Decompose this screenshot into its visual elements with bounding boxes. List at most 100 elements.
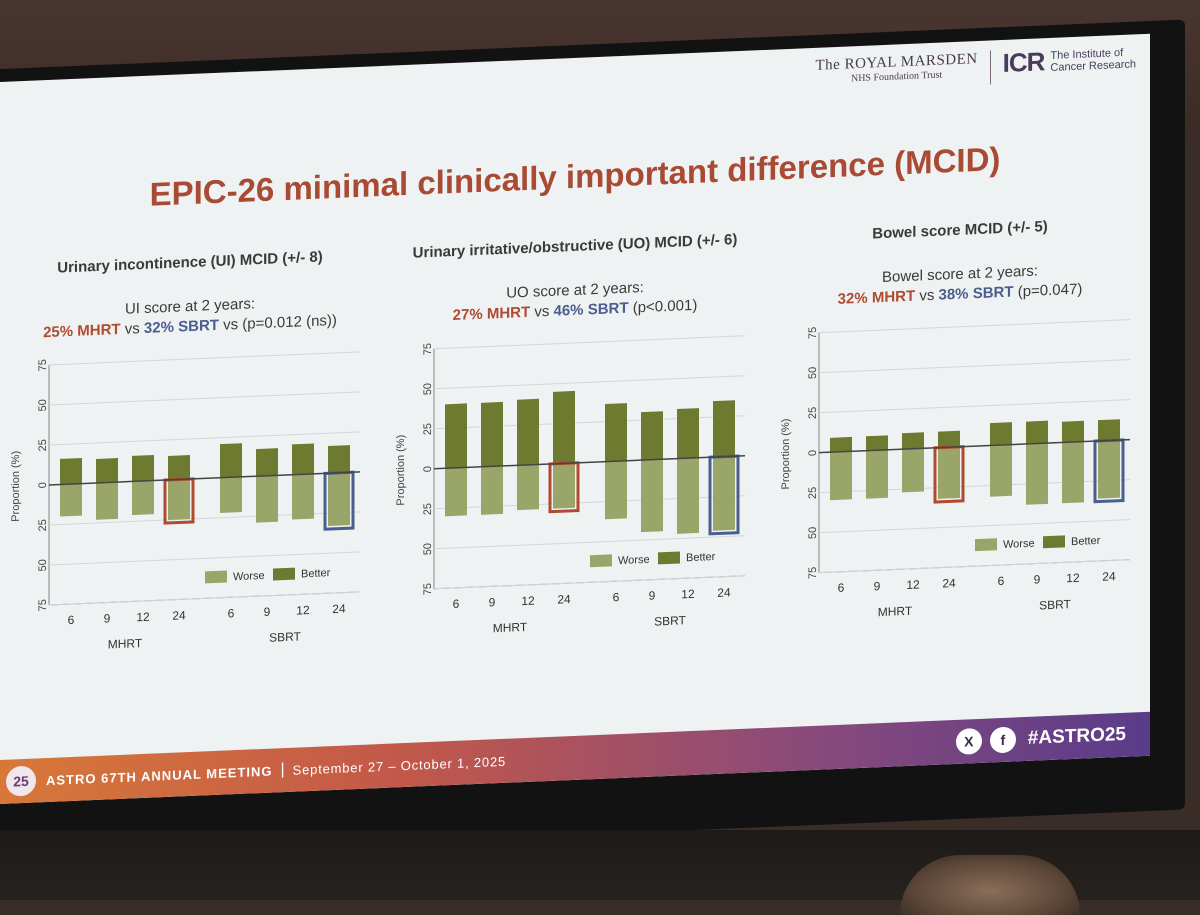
bar-better-sbrt-6 bbox=[220, 443, 242, 478]
legend-label-better: Better bbox=[686, 551, 716, 564]
bar-better-sbrt-24 bbox=[328, 445, 350, 474]
legend-swatch-worse bbox=[205, 570, 227, 584]
legend-label-worse: Worse bbox=[233, 570, 265, 583]
group-label: MHRT bbox=[493, 620, 528, 635]
bar-worse-sbrt-12 bbox=[292, 473, 314, 520]
bar-better-sbrt-9 bbox=[641, 411, 663, 461]
facebook-icon[interactable]: f bbox=[989, 726, 1016, 754]
group-label: SBRT bbox=[654, 613, 686, 628]
y-axis-title: Proportion (%) bbox=[780, 418, 792, 489]
y-tick-label: 50 bbox=[422, 543, 434, 556]
gridline bbox=[819, 359, 1130, 374]
legend-label-worse: Worse bbox=[1003, 538, 1035, 551]
stat-mhrt: 27% MHRT bbox=[452, 303, 531, 325]
x-tick-label: 24 bbox=[172, 608, 186, 623]
x-tick-label: 24 bbox=[1102, 569, 1116, 584]
bar-better-sbrt-24 bbox=[713, 400, 735, 458]
y-tick-label: 75 bbox=[37, 359, 49, 372]
y-tick-label: 25 bbox=[37, 519, 49, 532]
y-tick-label: 25 bbox=[807, 407, 819, 420]
hashtag: #ASTRO25 bbox=[1027, 723, 1126, 749]
y-tick-label: 25 bbox=[422, 503, 434, 516]
bar-better-mhrt-6 bbox=[60, 457, 82, 485]
gridline bbox=[819, 519, 1130, 534]
bar-better-mhrt-6 bbox=[445, 403, 467, 469]
x-tick-label: 12 bbox=[681, 587, 695, 602]
bar-worse-mhrt-12 bbox=[132, 480, 154, 516]
group-label: SBRT bbox=[269, 629, 301, 644]
x-tick-label: 6 bbox=[228, 606, 235, 620]
bar-worse-mhrt-9 bbox=[96, 482, 118, 520]
x-tick-label: 24 bbox=[557, 592, 571, 607]
icr-mark: ICR bbox=[1002, 46, 1045, 78]
y-tick-label: 25 bbox=[422, 423, 434, 436]
slide-title: EPIC-26 minimal clinically important dif… bbox=[149, 140, 1001, 213]
chart-ui: 75 50 25 0 25 50 75 Proportion (%) 6 9 12 24 MHRT 6 9 1… bbox=[10, 351, 360, 651]
gridline bbox=[434, 575, 745, 590]
x-tick-label: 12 bbox=[136, 610, 150, 625]
bar-worse-sbrt-12 bbox=[677, 457, 699, 534]
y-tick-label: 75 bbox=[37, 599, 49, 612]
x-tick-label: 24 bbox=[717, 585, 731, 600]
gridline bbox=[819, 399, 1130, 414]
bar-worse-sbrt-9 bbox=[1026, 443, 1048, 505]
meeting-name: ASTRO 67TH ANNUAL MEETING bbox=[46, 763, 273, 788]
legend-swatch-worse bbox=[590, 554, 612, 568]
bar-worse-sbrt-6 bbox=[220, 476, 242, 513]
x-tick-label: 12 bbox=[906, 577, 920, 592]
bar-better-mhrt-24 bbox=[938, 430, 960, 448]
logo-divider bbox=[989, 50, 991, 85]
bar-better-mhrt-9 bbox=[866, 435, 888, 451]
stat-sbrt: 32% SBRT bbox=[143, 316, 219, 337]
audience-head bbox=[900, 855, 1080, 915]
social-links: X f #ASTRO25 bbox=[955, 722, 1126, 755]
bar-better-sbrt-12 bbox=[1062, 420, 1084, 443]
panel-title: Urinary incontinence (UI) MCID (+/- 8) bbox=[57, 248, 323, 277]
gridline bbox=[434, 375, 745, 390]
y-tick-label: 50 bbox=[422, 383, 434, 396]
bar-worse-mhrt-12 bbox=[902, 448, 924, 493]
bar-worse-sbrt-24 bbox=[328, 472, 350, 527]
y-tick-label: 50 bbox=[37, 559, 49, 572]
stat-sbrt: 46% SBRT bbox=[553, 299, 629, 320]
x-tick-label: 6 bbox=[453, 597, 460, 611]
bar-worse-mhrt-6 bbox=[60, 483, 82, 517]
group-label: MHRT bbox=[108, 636, 143, 651]
panel-uo: Urinary irritative/obstructive (UO) MCID… bbox=[390, 230, 760, 716]
y-axis-title: Proportion (%) bbox=[395, 434, 407, 505]
logos: The ROYAL MARSDEN NHS Foundation Trust I… bbox=[816, 44, 1136, 91]
y-tick-label: 75 bbox=[807, 567, 819, 580]
stat-tail: (p<0.001) bbox=[632, 296, 698, 317]
y-tick-label: 50 bbox=[807, 527, 819, 540]
chart-bowel: 75 50 25 0 25 50 75 Proportion (%) 6 9 12 24 MHRT 6 9 1… bbox=[780, 319, 1130, 619]
x-tick-label: 6 bbox=[838, 581, 845, 595]
icr-text-line-2: Cancer Research bbox=[1050, 58, 1136, 74]
stat-tail: vs (p=0.012 (ns)) bbox=[223, 311, 337, 334]
x-tick-label: 24 bbox=[942, 576, 956, 591]
zero-line bbox=[49, 471, 360, 486]
stat-mhrt: 32% MHRT bbox=[837, 287, 916, 308]
bar-better-sbrt-12 bbox=[677, 408, 699, 459]
y-tick-label: 0 bbox=[807, 450, 819, 457]
x-tick-label: 12 bbox=[296, 603, 310, 618]
y-tick-label: 25 bbox=[807, 487, 819, 500]
astro-logo: 25 bbox=[6, 765, 36, 797]
group-label: MHRT bbox=[878, 604, 913, 619]
stat-vs: vs bbox=[124, 320, 140, 338]
x-tick-label: 24 bbox=[332, 602, 346, 617]
y-tick-label: 50 bbox=[807, 367, 819, 380]
stat-mhrt: 25% MHRT bbox=[43, 320, 121, 342]
x-tick-label: 9 bbox=[264, 605, 271, 619]
bar-better-mhrt-24 bbox=[553, 390, 575, 464]
group-label: SBRT bbox=[1039, 597, 1071, 612]
bar-worse-sbrt-12 bbox=[1062, 441, 1084, 504]
meeting-dates: September 27 – October 1, 2025 bbox=[292, 753, 507, 778]
gridline bbox=[49, 551, 360, 566]
bar-worse-sbrt-6 bbox=[605, 460, 627, 520]
stat-vs: vs bbox=[919, 286, 935, 305]
bar-better-mhrt-12 bbox=[132, 454, 154, 482]
slide-screen: The ROYAL MARSDEN NHS Foundation Trust I… bbox=[0, 33, 1150, 804]
x-icon[interactable]: X bbox=[955, 727, 982, 755]
legend-swatch-worse bbox=[975, 538, 997, 552]
bar-better-sbrt-24 bbox=[1098, 419, 1120, 441]
